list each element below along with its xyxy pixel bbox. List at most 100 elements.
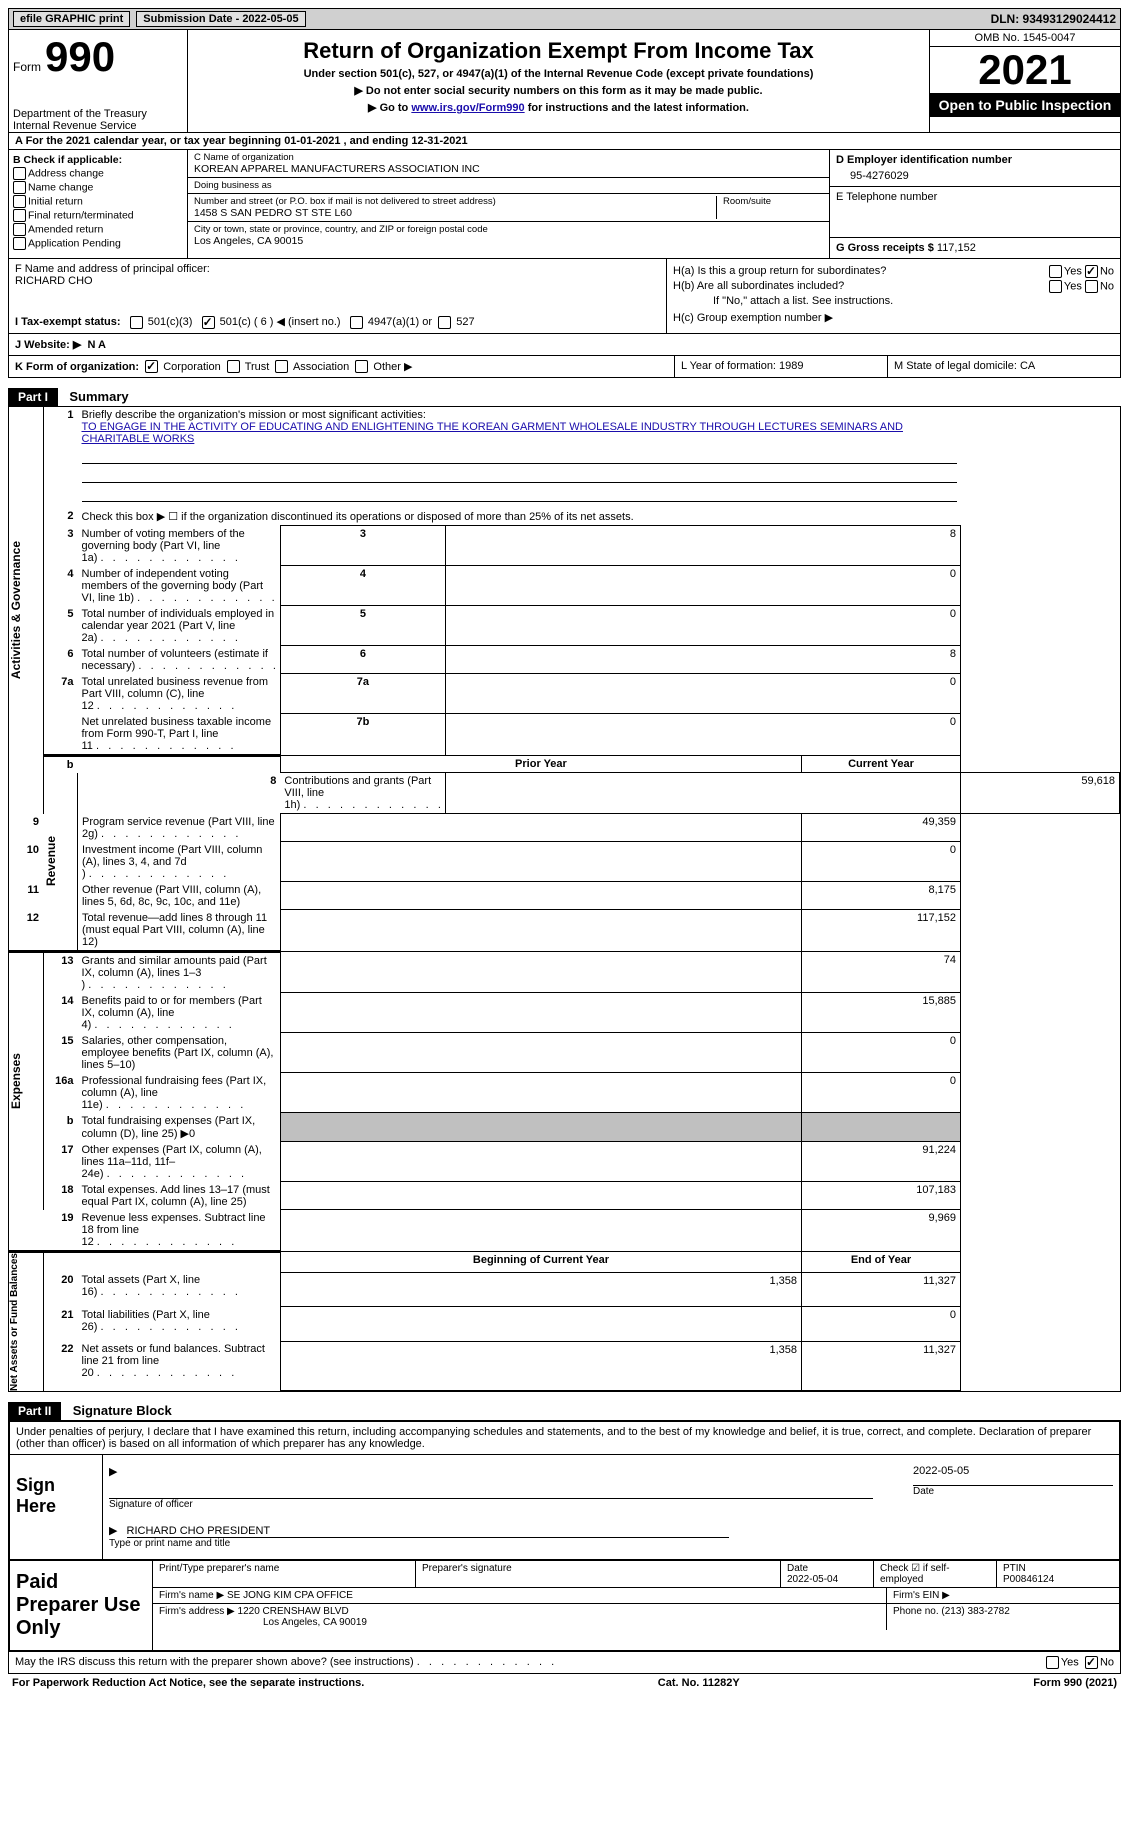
ein-label: D Employer identification number [836,154,1114,166]
h-c-label: H(c) Group exemption number ▶ [673,311,1114,324]
chk-association[interactable]: Association [293,361,349,373]
row7a-val: 0 [445,674,960,714]
row9-val: 49,359 [802,814,961,842]
phone-label: E Telephone number [836,191,1114,203]
row18-text: Total expenses. Add lines 13–17 (must eq… [78,1182,281,1210]
form-word: Form [13,60,41,74]
check-self-employed[interactable]: Check ☑ if self-employed [874,1561,997,1587]
mission-label: Briefly describe the organization's miss… [82,409,426,421]
row16a-text: Professional fundraising fees (Part IX, … [78,1073,281,1113]
boy-hdr: Beginning of Current Year [280,1251,801,1272]
chk-final-return[interactable]: Final return/terminated [28,209,134,221]
row16a-val: 0 [802,1073,961,1113]
chk-amended[interactable]: Amended return [28,223,103,235]
website-row: J Website: ▶ N A [8,334,1121,356]
row13-text: Grants and similar amounts paid (Part IX… [78,951,281,993]
prep-sig-label: Preparer's signature [416,1561,781,1587]
org-name: KOREAN APPAREL MANUFACTURERS ASSOCIATION… [194,163,823,175]
prior-year-hdr: Prior Year [280,755,801,773]
row6-val: 8 [445,646,960,674]
side-net-assets: Net Assets or Fund Balances [9,1253,20,1391]
footer-row: For Paperwork Reduction Act Notice, see … [8,1674,1121,1692]
row20-text: Total assets (Part X, line 16) [78,1272,281,1307]
row16b-text: Total fundraising expenses (Part IX, col… [78,1113,281,1142]
part1-title: Summary [69,389,128,404]
row12-text: Total revenue—add lines 8 through 11 (mu… [78,910,281,952]
sig-date: 2022-05-05 [913,1465,1113,1486]
chk-501c[interactable]: 501(c) ( 6 ) ◀ (insert no.) [220,316,341,328]
chk-trust[interactable]: Trust [245,361,270,373]
row21-text: Total liabilities (Part X, line 26) [78,1307,281,1342]
state-domicile: M State of legal domicile: CA [888,356,1120,378]
row7b-text: Net unrelated business taxable income fr… [78,714,281,756]
sign-here-label: Sign Here [10,1455,103,1559]
eoy-hdr: End of Year [802,1251,961,1272]
form-subtitle: Under section 501(c), 527, or 4947(a)(1)… [196,68,921,80]
dept-label: Department of the Treasury Internal Reve… [13,108,183,132]
irs-link[interactable]: www.irs.gov/Form990 [411,102,524,114]
gross-value: 117,152 [937,242,976,254]
firm-ein-label: Firm's EIN ▶ [887,1588,1119,1603]
discuss-question-row: May the IRS discuss this return with the… [8,1652,1121,1674]
principal-officer-label: F Name and address of principal officer: [15,263,660,275]
row22-text: Net assets or fund balances. Subtract li… [78,1341,281,1390]
row12-val: 117,152 [802,910,961,952]
form-number: 990 [45,36,115,78]
row22-prior: 1,358 [280,1341,801,1390]
street-label: Number and street (or P.O. box if mail i… [194,196,710,207]
penalties-text: Under penalties of perjury, I declare th… [10,1422,1119,1455]
row6-text: Total number of volunteers (estimate if … [78,646,281,674]
chk-name-change[interactable]: Name change [28,181,93,193]
city-label: City or town, state or province, country… [194,224,823,235]
chk-501c3[interactable]: 501(c)(3) [148,316,193,328]
firm-name: SE JONG KIM CPA OFFICE [227,1590,353,1601]
h-b-label: H(b) Are all subordinates included? [673,280,844,293]
chk-app-pending[interactable]: Application Pending [28,237,121,249]
chk-corporation[interactable]: Corporation [163,361,220,373]
mission-text: TO ENGAGE IN THE ACTIVITY OF EDUCATING A… [82,421,903,445]
chk-initial-return[interactable]: Initial return [28,195,83,207]
row7a-text: Total unrelated business revenue from Pa… [78,674,281,714]
part2-title: Signature Block [73,1403,172,1418]
website-value: N A [87,339,106,351]
row20-val: 11,327 [802,1272,961,1307]
officer-group-section: F Name and address of principal officer:… [8,259,1121,334]
chk-other[interactable]: Other ▶ [373,361,412,373]
part1-body: Activities & Governance 1 Briefly descri… [8,406,1121,1392]
form-org-label: K Form of organization: [15,361,139,373]
principal-officer-name: RICHARD CHO [15,275,660,287]
side-revenue: Revenue [44,836,58,886]
year-formation: L Year of formation: 1989 [675,356,888,378]
identity-section: B Check if applicable: Address change Na… [8,150,1121,259]
discuss-question: May the IRS discuss this return with the… [15,1656,554,1669]
firm-addr1: 1220 CRENSHAW BLVD [238,1606,349,1617]
type-name-label: Type or print name and title [109,1538,1113,1549]
h-b-note: If "No," attach a list. See instructions… [673,295,1114,307]
street-value: 1458 S SAN PEDRO ST STE L60 [194,207,710,219]
row18-val: 107,183 [802,1182,961,1210]
firm-addr2: Los Angeles, CA 90019 [159,1617,367,1628]
form-title: Return of Organization Exempt From Incom… [196,38,921,64]
line2-text: Check this box ▶ ☐ if the organization d… [78,508,961,526]
signature-block: Under penalties of perjury, I declare th… [8,1420,1121,1652]
org-name-label: C Name of organization [194,152,823,163]
tax-status-label: I Tax-exempt status: [15,316,121,328]
submission-date: Submission Date - 2022-05-05 [136,11,305,27]
line-a-period: A For the 2021 calendar year, or tax yea… [8,133,1121,150]
row19-text: Revenue less expenses. Subtract line 18 … [78,1210,281,1252]
chk-527[interactable]: 527 [456,316,474,328]
row13-val: 74 [802,951,961,993]
chk-address-change[interactable]: Address change [28,167,104,179]
row15-val: 0 [802,1033,961,1073]
row17-text: Other expenses (Part IX, column (A), lin… [78,1142,281,1182]
row11-text: Other revenue (Part VIII, column (A), li… [78,882,281,910]
row7b-val: 0 [445,714,960,756]
efile-print-button[interactable]: efile GRAPHIC print [13,11,130,27]
inspection-label: Open to Public Inspection [930,93,1120,117]
form-ref: Form 990 (2021) [1033,1677,1117,1689]
curr-year-hdr: Current Year [802,755,961,773]
chk-4947[interactable]: 4947(a)(1) or [368,316,432,328]
row5-text: Total number of individuals employed in … [78,606,281,646]
dba-label: Doing business as [194,180,823,191]
side-expenses: Expenses [9,1053,23,1109]
